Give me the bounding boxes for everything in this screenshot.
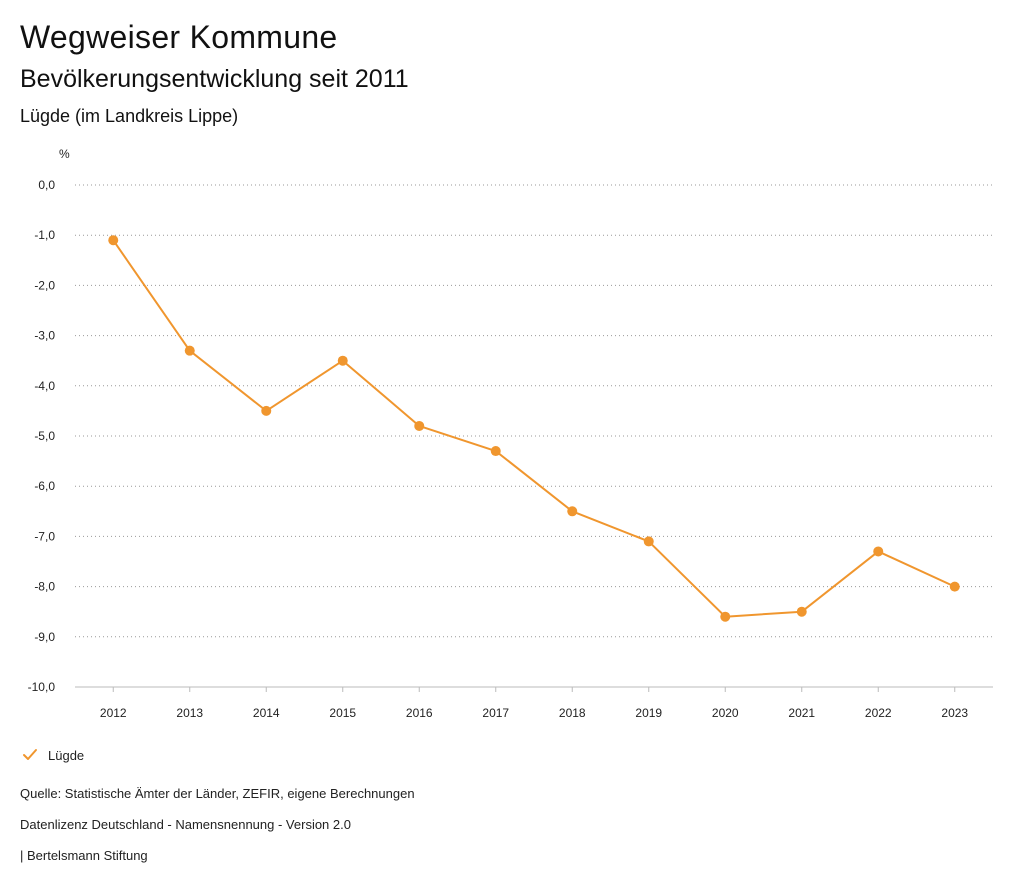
x-tick-label: 2015 [329, 706, 356, 720]
x-tick-label: 2019 [635, 706, 662, 720]
y-tick-label: -6,0 [34, 479, 55, 493]
y-tick-label: -10,0 [28, 680, 56, 694]
y-axis-ticks: 0,0 -1,0 -2,0 -3,0 -4,0 -5,0 -6,0 -7,0 -8,0 -9,0 -… [28, 178, 56, 694]
x-tick-label: 2021 [788, 706, 815, 720]
place-heading: Lügde (im Landkreis Lippe) [20, 106, 239, 126]
y-tick-label: -1,0 [34, 228, 55, 242]
x-axis: 2012 2013 2014 2015 2016 2017 2018 2019 2020 2021… [75, 686, 993, 720]
data-point[interactable] [796, 606, 807, 617]
x-tick-label: 2014 [253, 706, 280, 720]
y-tick-label: -3,0 [34, 329, 55, 343]
x-tick-label: 2017 [482, 706, 509, 720]
x-tick-label: 2013 [176, 706, 203, 720]
x-tick-label: 2016 [406, 706, 433, 720]
check-icon [23, 749, 37, 760]
x-tick-label: 2023 [941, 706, 968, 720]
data-point[interactable] [337, 355, 348, 366]
y-tick-label: -2,0 [34, 278, 55, 292]
y-tick-label: -5,0 [34, 429, 55, 443]
license-note: Datenlizenz Deutschland - Namensnennung … [20, 817, 351, 832]
y-tick-label: 0,0 [38, 178, 55, 192]
x-tick-label: 2022 [865, 706, 892, 720]
y-tick-label: -9,0 [34, 630, 55, 644]
chart-subtitle: Bevölkerungsentwicklung seit 2011 [20, 65, 409, 93]
series-line [112, 239, 956, 618]
publisher-note: | Bertelsmann Stiftung [20, 848, 148, 863]
data-point[interactable] [720, 611, 731, 622]
y-tick-label: -4,0 [34, 379, 55, 393]
data-point[interactable] [261, 405, 272, 416]
chart-title: Wegweiser Kommune [20, 19, 338, 55]
y-axis-label: % [59, 147, 70, 161]
data-point[interactable] [873, 546, 884, 557]
legend-item-luegde[interactable]: Lügde [20, 744, 84, 766]
data-point[interactable] [643, 536, 654, 547]
y-tick-label: -8,0 [34, 580, 55, 594]
data-point[interactable] [108, 235, 119, 246]
series-luegde [108, 235, 960, 622]
line-chart: 0,0 -1,0 -2,0 -3,0 -4,0 -5,0 -6,0 -7,0 -8,0 -9,0 -… [28, 147, 993, 720]
legend-label: Lügde [48, 747, 85, 763]
x-tick-label: 2020 [712, 706, 739, 720]
data-point[interactable] [949, 581, 960, 592]
gridlines [75, 184, 993, 638]
x-tick-label: 2018 [559, 706, 586, 720]
source-note: Quelle: Statistische Ämter der Länder, Z… [20, 786, 415, 801]
y-tick-label: -7,0 [34, 529, 55, 543]
data-point[interactable] [184, 345, 195, 356]
data-point[interactable] [490, 446, 501, 457]
data-point[interactable] [414, 420, 425, 431]
x-tick-label: 2012 [100, 706, 127, 720]
data-point[interactable] [567, 506, 578, 517]
